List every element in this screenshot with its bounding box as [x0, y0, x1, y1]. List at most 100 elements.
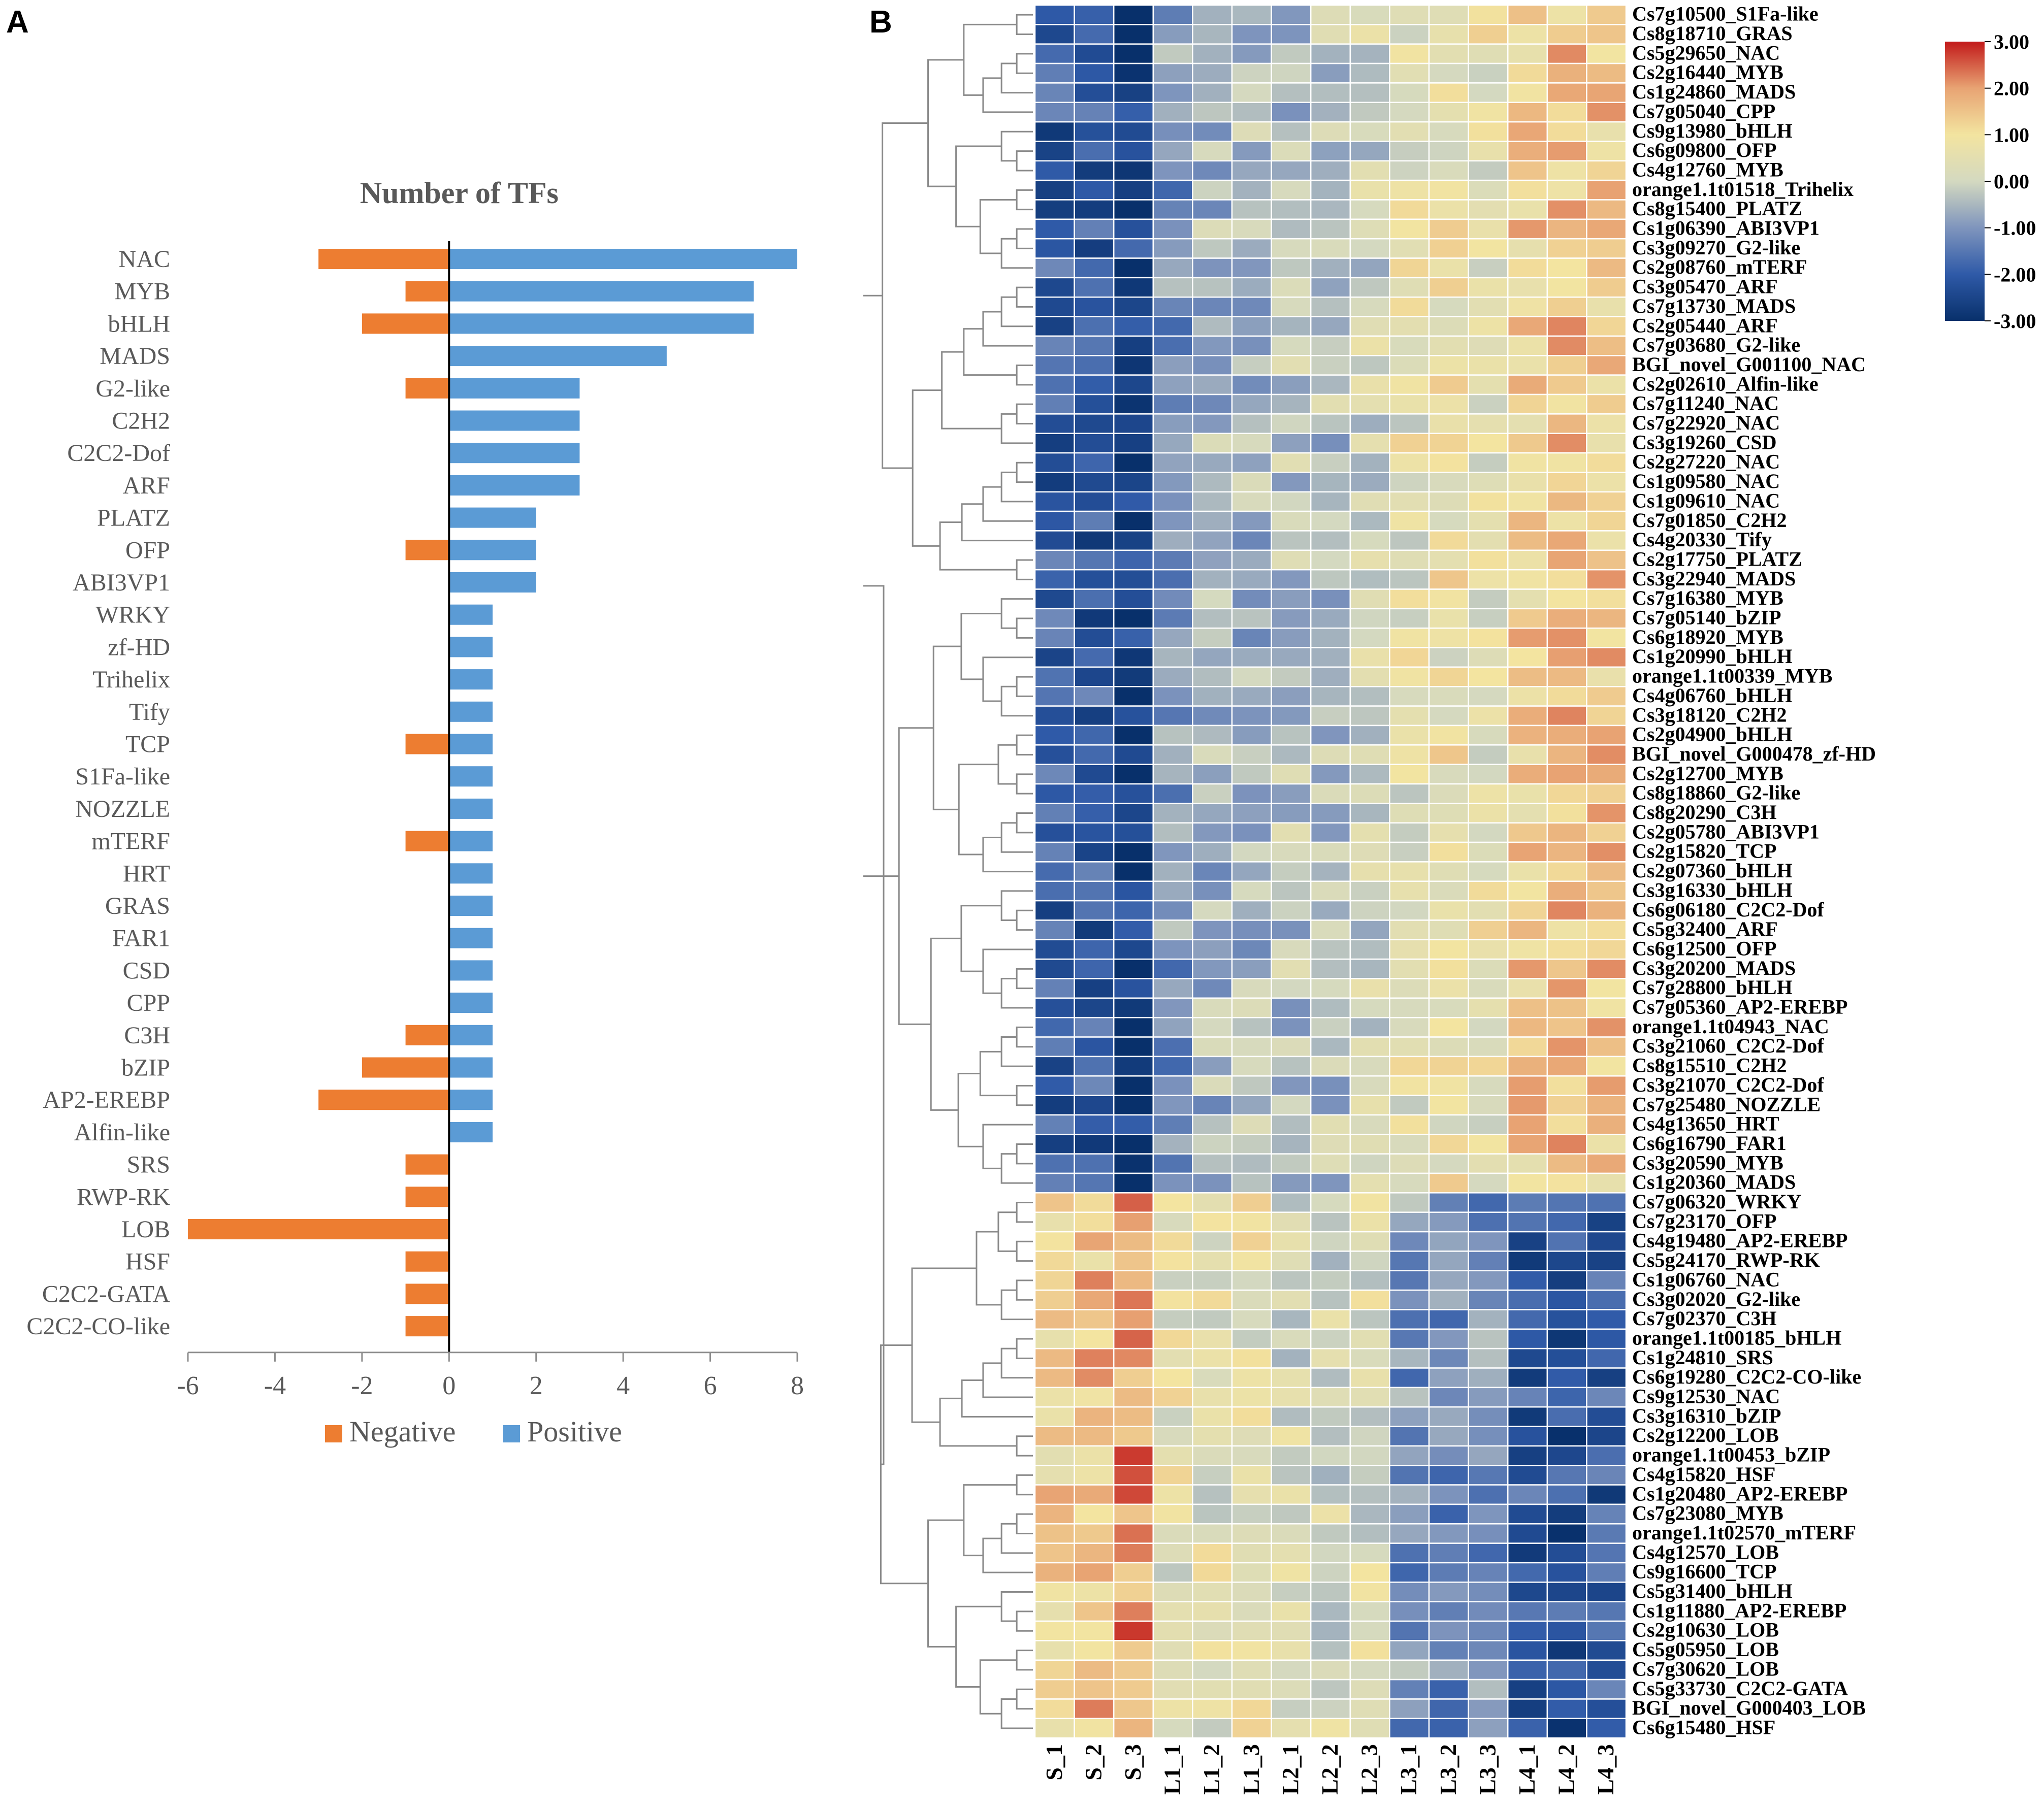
heatmap-cell — [1152, 666, 1193, 687]
heatmap-cell — [1192, 978, 1233, 999]
heatmap-cell — [1468, 1503, 1509, 1525]
heatmap-cell — [1586, 199, 1627, 220]
heatmap-cell — [1152, 179, 1193, 201]
column-label: L3_2 — [1435, 1744, 1461, 1795]
dendrogram-branch — [1016, 364, 1033, 386]
dendrogram-branch — [955, 1605, 1002, 1688]
heatmap-cell — [1074, 1698, 1115, 1720]
heatmap-cell — [1034, 841, 1075, 863]
heatmap-cell — [1586, 1582, 1627, 1602]
heatmap-cell — [1034, 1582, 1075, 1602]
heatmap-cell — [1192, 686, 1233, 707]
heatmap-cell — [1310, 1251, 1351, 1271]
heatmap-cell — [1468, 1328, 1509, 1350]
heatmap-cell — [1074, 530, 1115, 551]
heatmap-cell — [1546, 1075, 1587, 1096]
heatmap-cell — [1546, 1134, 1587, 1155]
heatmap-cell — [1034, 472, 1075, 493]
heatmap-cell — [1231, 238, 1272, 259]
heatmap-cell — [1074, 978, 1115, 999]
heatmap-cell — [1428, 472, 1469, 493]
heatmap-cell — [1034, 1172, 1075, 1194]
heatmap-cell — [1113, 1718, 1154, 1739]
heatmap-cell — [1389, 1036, 1430, 1058]
heatmap-cell — [1349, 374, 1390, 396]
heatmap-cell — [1074, 1056, 1115, 1077]
heatmap-cell — [1428, 1582, 1469, 1602]
heatmap-cell — [1034, 452, 1075, 473]
heatmap-cell — [1468, 43, 1509, 64]
heatmap-cell — [1468, 1231, 1509, 1252]
heatmap-cell — [1428, 374, 1469, 396]
heatmap-cell — [1507, 413, 1548, 434]
heatmap-cell — [1192, 4, 1233, 25]
positive-legend-label: Positive — [527, 1415, 622, 1448]
row-label: Cs8g15510_C2H2 — [1632, 1054, 1787, 1077]
heatmap-cell — [1546, 764, 1587, 785]
heatmap-cell — [1192, 1036, 1233, 1058]
heatmap-cell — [1507, 4, 1548, 25]
heatmap-cell — [1074, 141, 1115, 162]
heatmap-cell — [1271, 1698, 1312, 1720]
heatmap-cell — [1507, 1172, 1548, 1194]
row-label: Cs1g06760_NAC — [1632, 1268, 1780, 1291]
heatmap-cell — [1034, 335, 1075, 356]
row-label: Cs1g20360_MADS — [1632, 1171, 1796, 1194]
heatmap-cell — [1271, 978, 1312, 999]
heatmap-cell — [1468, 1114, 1509, 1135]
dendrogram-branch — [963, 23, 1017, 96]
heatmap-cell — [1192, 1582, 1233, 1602]
heatmap-cell — [1152, 1211, 1193, 1233]
heatmap-cell — [1349, 1075, 1390, 1096]
heatmap-cell — [1271, 627, 1312, 648]
heatmap-cell — [1428, 199, 1469, 220]
heatmap-cell — [1231, 783, 1272, 804]
heatmap-cell — [1507, 783, 1548, 804]
heatmap-cell — [1507, 705, 1548, 727]
heatmap-cell — [1586, 1698, 1627, 1720]
heatmap-cell — [1468, 1367, 1509, 1389]
x-tick-label: 4 — [617, 1371, 630, 1400]
heatmap-cell — [1074, 764, 1115, 785]
heatmap-cell — [1349, 686, 1390, 707]
heatmap-cell — [1349, 919, 1390, 941]
negative-bar — [405, 734, 449, 754]
heatmap-cell — [1389, 822, 1430, 843]
heatmap-cell — [1231, 1114, 1272, 1135]
heatmap-cell — [1507, 491, 1548, 512]
heatmap-cell — [1586, 549, 1627, 571]
category-label: C2H2 — [112, 408, 170, 435]
heatmap-cell — [1271, 179, 1312, 201]
row-label: orange1.1t01518_Trihelix — [1632, 178, 1854, 201]
heatmap-cell — [1192, 199, 1233, 220]
heatmap-cell — [1074, 1289, 1115, 1310]
heatmap-cell — [1546, 374, 1587, 396]
category-label: CPP — [127, 990, 170, 1016]
heatmap-cell — [1586, 62, 1627, 84]
row-label: orange1.1t00185_bHLH — [1632, 1326, 1841, 1349]
dendrogram-branch — [1016, 1338, 1033, 1359]
heatmap-cell — [1546, 1640, 1587, 1661]
heatmap-cell — [1468, 1192, 1509, 1213]
heatmap-cell — [1113, 958, 1154, 979]
heatmap-cell — [1074, 297, 1115, 317]
heatmap-cell — [1468, 121, 1509, 142]
heatmap-cell — [1349, 841, 1390, 863]
heatmap-cell — [1074, 102, 1115, 123]
heatmap-cell — [1428, 433, 1469, 454]
dendrogram-branch — [1016, 559, 1033, 580]
heatmap-cell — [1468, 588, 1509, 610]
row-label: Cs4g12570_LOB — [1632, 1540, 1779, 1563]
heatmap-cell — [1192, 841, 1233, 863]
heatmap-cell — [1113, 1328, 1154, 1350]
heatmap-cell — [1231, 978, 1272, 999]
column-label: L2_2 — [1317, 1744, 1343, 1795]
heatmap-cell — [1349, 1016, 1390, 1038]
heatmap-cell — [1113, 82, 1154, 103]
heatmap-cell — [1349, 160, 1390, 181]
heatmap-cell — [1271, 686, 1312, 707]
dendrogram-branch — [1016, 1513, 1033, 1534]
heatmap-cell — [1034, 1056, 1075, 1077]
heatmap-cell — [1389, 199, 1430, 220]
heatmap-cell — [1034, 1347, 1075, 1369]
